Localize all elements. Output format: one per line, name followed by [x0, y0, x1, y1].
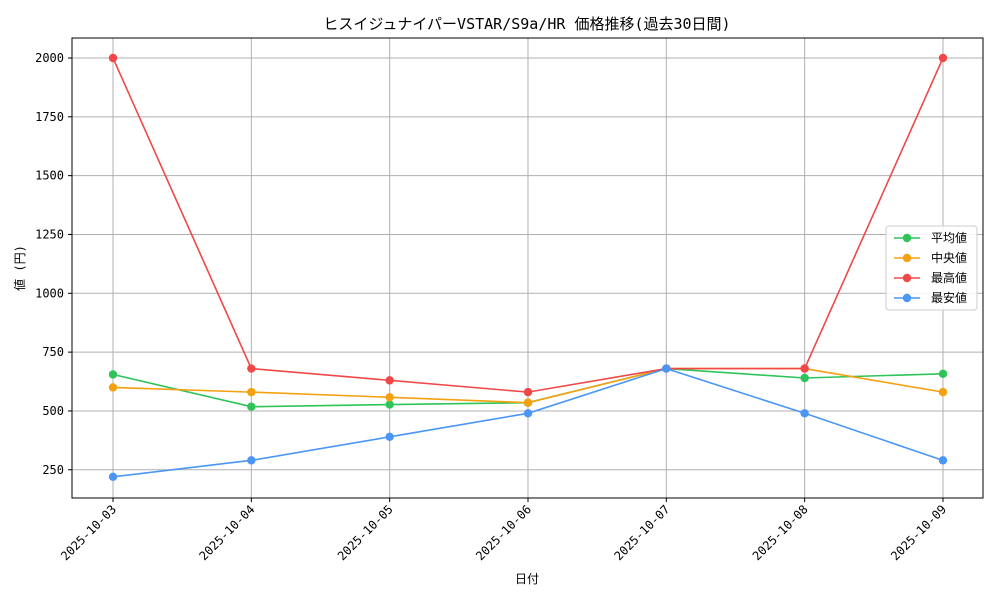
y-tick-label: 2000 [35, 51, 64, 65]
x-axis-label: 日付 [515, 572, 539, 586]
data-point [108, 383, 118, 392]
data-point [385, 432, 394, 442]
grid [72, 38, 983, 498]
x-tick-label: 2025-10-07 [611, 502, 672, 563]
x-tick-label: 2025-10-03 [58, 502, 119, 563]
x-tick-label: 2025-10-09 [888, 502, 949, 563]
x-tick-label: 2025-10-05 [335, 502, 396, 563]
data-point [523, 409, 533, 418]
data-point [247, 456, 256, 465]
x-tick-label: 2025-10-08 [750, 502, 811, 563]
legend-label: 中央値 [931, 250, 967, 265]
data-point [523, 398, 533, 407]
series-最安値 [108, 364, 948, 482]
series-layer [108, 53, 948, 482]
chart-title: ヒスイジュナイパーVSTAR/S9a/HR 価格推移(過去30日間) [323, 15, 730, 33]
data-point [938, 456, 948, 465]
y-tick-label: 1750 [35, 110, 64, 124]
y-tick-label: 750 [42, 345, 64, 359]
legend-marker [902, 293, 912, 303]
y-tick-label: 500 [42, 404, 64, 418]
legend-marker [902, 253, 912, 263]
y-tick-label: 1000 [35, 286, 64, 300]
data-point [800, 364, 809, 373]
data-point [108, 472, 118, 482]
x-tick-label: 2025-10-04 [196, 502, 257, 563]
legend-label: 最安値 [931, 290, 967, 305]
data-point [662, 364, 671, 373]
y-axis: 250 500 750 1000 1250 1500 1750 2000 [35, 51, 72, 477]
data-point [247, 364, 256, 373]
legend-marker [902, 273, 912, 283]
data-point [800, 409, 809, 418]
y-tick-label: 250 [42, 463, 64, 477]
data-point [938, 53, 948, 63]
data-point [385, 393, 394, 402]
data-point [523, 387, 533, 397]
data-point [247, 402, 256, 411]
data-point [108, 370, 118, 379]
data-point [938, 369, 948, 378]
data-point [385, 400, 394, 409]
data-point [938, 387, 948, 397]
x-axis: 2025-10-03 2025-10-04 2025-10-05 2025-10-06… [58, 498, 949, 563]
y-tick-label: 1250 [35, 227, 64, 241]
data-point [247, 387, 256, 397]
legend-frame [885, 225, 978, 311]
x-tick-label: 2025-10-06 [473, 502, 534, 563]
y-axis-label: 値 (円) [12, 245, 27, 291]
y-tick-label: 1500 [35, 169, 64, 183]
legend-label: 最高値 [931, 270, 967, 285]
legend-marker [902, 233, 912, 243]
legend-label: 平均値 [931, 230, 967, 245]
data-point [108, 53, 118, 63]
data-point [385, 376, 394, 385]
data-point [800, 373, 809, 383]
